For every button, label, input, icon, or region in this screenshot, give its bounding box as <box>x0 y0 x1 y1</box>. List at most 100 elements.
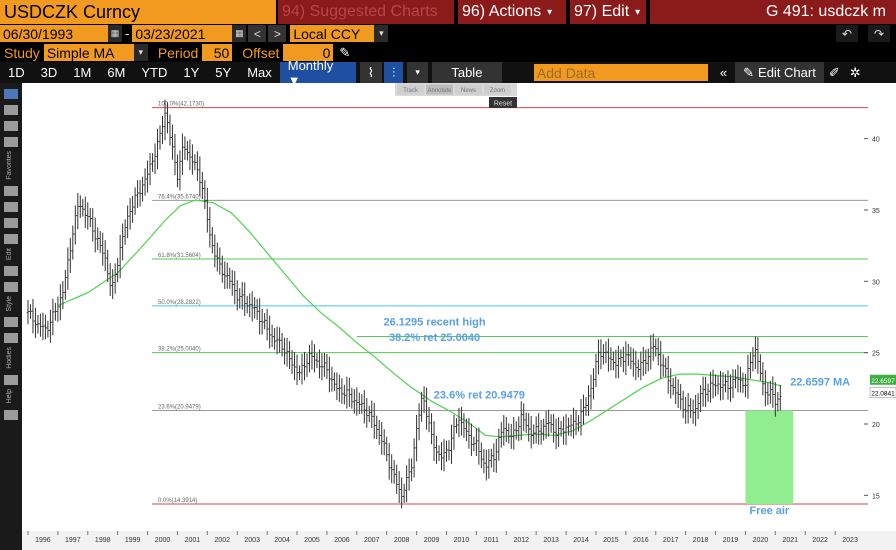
fib-tool-icon[interactable] <box>4 201 18 212</box>
period-input[interactable]: 50 <box>202 44 233 61</box>
price-chart[interactable]: 100.0%(42.1730) 76.4%(35.6740) 61.8%(31.56… <box>22 83 896 550</box>
currency-select[interactable]: Local CCY <box>290 25 375 42</box>
x-tick-label: 1996 <box>35 537 51 544</box>
x-tick-label: 2013 <box>543 537 559 544</box>
layers-icon[interactable] <box>4 375 18 386</box>
range-ytd-button[interactable]: YTD <box>141 65 168 80</box>
calendar-icon[interactable]: ▦ <box>232 25 247 42</box>
trend-tool-icon[interactable] <box>4 121 18 131</box>
actions-label: 96) Actions <box>462 3 542 20</box>
range-1y-button[interactable]: 1Y <box>183 65 200 80</box>
chart-annotation: 26.1295 recent high <box>383 317 485 329</box>
bar-chart-icon[interactable]: ⫶ <box>384 62 404 83</box>
copy-icon[interactable] <box>4 281 18 292</box>
fib-label: 23.6%(20.9479) <box>158 404 201 410</box>
x-tick-label: 1999 <box>125 537 141 544</box>
fib-label: 38.2%(25.0040) <box>158 347 201 353</box>
start-date-input[interactable]: 06/30/1993 <box>0 25 108 42</box>
y-tick-label: 15 <box>872 493 880 500</box>
tracker-track-button[interactable] <box>397 84 424 95</box>
x-tick-label: 1997 <box>65 537 81 544</box>
gear-icon[interactable]: ✲ <box>849 64 861 80</box>
range-1m-button[interactable]: 1M <box>73 65 92 80</box>
study-bar: Study Simple MA ▾ Period 50 Offset 0 ✎ <box>0 43 896 62</box>
fib-label: 0.0%(14.3914) <box>158 498 197 504</box>
cursor-icon[interactable] <box>4 89 18 99</box>
ticker-field[interactable]: USDCZK Curncy <box>0 0 276 24</box>
edit-label: Edit <box>6 247 13 260</box>
suggested-charts-button[interactable]: 94) Suggested Charts <box>278 0 454 24</box>
ma-last-badge <box>870 374 896 385</box>
range-1d-button[interactable]: 1D <box>8 65 25 80</box>
add-data-input[interactable]: Add Data <box>533 64 708 81</box>
range-5y-button[interactable]: 5Y <box>215 65 232 80</box>
tracker-news-button[interactable] <box>455 84 482 95</box>
chart-annotation: 23.6% ret 20.9479 <box>434 389 525 401</box>
pencil-icon: ✎ <box>743 64 755 80</box>
chevron-left-icon[interactable]: < <box>248 25 267 42</box>
end-date-input[interactable]: 03/23/2021 <box>132 25 233 42</box>
help-icon[interactable] <box>4 409 18 420</box>
x-tick-label: 2001 <box>185 537 201 544</box>
vertical-line-icon[interactable] <box>4 233 18 244</box>
frequency-select[interactable]: Monthly ▼ <box>279 58 356 88</box>
calendar-icon[interactable]: ▦ <box>108 25 122 42</box>
collapse-icon[interactable]: « <box>719 65 728 80</box>
chevron-down-icon[interactable]: ▾ <box>374 25 389 42</box>
undo-icon[interactable]: ↶ <box>836 25 858 42</box>
range-max-button[interactable]: Max <box>247 65 272 80</box>
stroke-icon[interactable] <box>4 333 18 344</box>
chevron-down-icon[interactable]: ▾ <box>133 44 148 61</box>
x-tick-label: 2002 <box>215 537 231 544</box>
chart-annotation: 22.6597 MA <box>790 376 850 388</box>
x-tick-label: 2020 <box>753 537 769 544</box>
x-tick-label: 2004 <box>274 537 290 544</box>
period-label: Period <box>157 44 199 61</box>
graph-id: G 491: usdczk m <box>650 0 896 24</box>
x-tick-label: 2010 <box>454 537 470 544</box>
annotate-icon[interactable]: ✐ <box>828 64 840 80</box>
x-tick-label: 2012 <box>513 537 529 544</box>
date-separator: - <box>125 26 130 41</box>
pencil-icon[interactable]: ✎ <box>339 44 351 60</box>
date-range-bar: 06/30/1993 ▦ - 03/23/2021 ▦ < > Local CC… <box>0 24 896 43</box>
x-tick-label: 2008 <box>394 537 410 544</box>
delete-icon[interactable] <box>4 265 18 276</box>
y-tick-label: 40 <box>872 137 880 144</box>
edit-chart-button[interactable]: ✎ Edit Chart <box>735 62 824 83</box>
tracker-annotate-button[interactable] <box>426 84 453 95</box>
y-tick-label: 20 <box>872 422 880 429</box>
offset-input[interactable]: 0 <box>283 44 334 61</box>
study-select[interactable]: Simple MA <box>43 44 134 61</box>
chevron-down-icon[interactable]: ▾ <box>407 62 428 83</box>
y-tick-label: 30 <box>872 279 880 286</box>
chart-annotation: Free air <box>749 505 789 517</box>
chevron-right-icon[interactable]: > <box>268 25 287 42</box>
actions-menu-button[interactable]: 96) Actions ▾ <box>458 0 566 24</box>
fib-label: 50.0%(28.2822) <box>158 300 201 306</box>
free-air-box <box>745 410 794 505</box>
redo-icon[interactable]: ↷ <box>868 25 890 42</box>
drawing-toolbar: Favorites Edit Style Hodies Help <box>0 83 22 550</box>
table-button[interactable]: Table <box>431 62 502 83</box>
tracker-zoom-button[interactable] <box>484 84 511 95</box>
x-tick-label: 2006 <box>334 537 350 544</box>
fib-label: 61.8%(31.5604) <box>158 253 201 259</box>
tracker-zoom-label: Zoom <box>490 88 505 94</box>
channel-tool-icon[interactable] <box>4 137 18 147</box>
reset-button[interactable] <box>489 97 517 108</box>
horizontal-line-icon[interactable] <box>4 217 18 228</box>
color-icon[interactable] <box>4 317 18 328</box>
fib-label: 100.0%(42.1730) <box>158 102 204 108</box>
range-3d-button[interactable]: 3D <box>40 65 58 80</box>
range-6m-button[interactable]: 6M <box>107 65 126 80</box>
edit-menu-button[interactable]: 97) Edit ▾ <box>570 0 646 24</box>
x-tick-label: 2019 <box>723 537 739 544</box>
line-chart-icon[interactable]: ⌇ <box>359 62 383 83</box>
price-last-value: 22.0841 <box>871 391 895 398</box>
study-label: Study <box>4 44 40 61</box>
title-bar: USDCZK Curncy 94) Suggested Charts 96) A… <box>0 0 896 24</box>
favorites-label: Favorites <box>6 151 13 180</box>
line-tool-icon[interactable] <box>4 105 18 115</box>
brush-icon[interactable] <box>4 185 18 196</box>
